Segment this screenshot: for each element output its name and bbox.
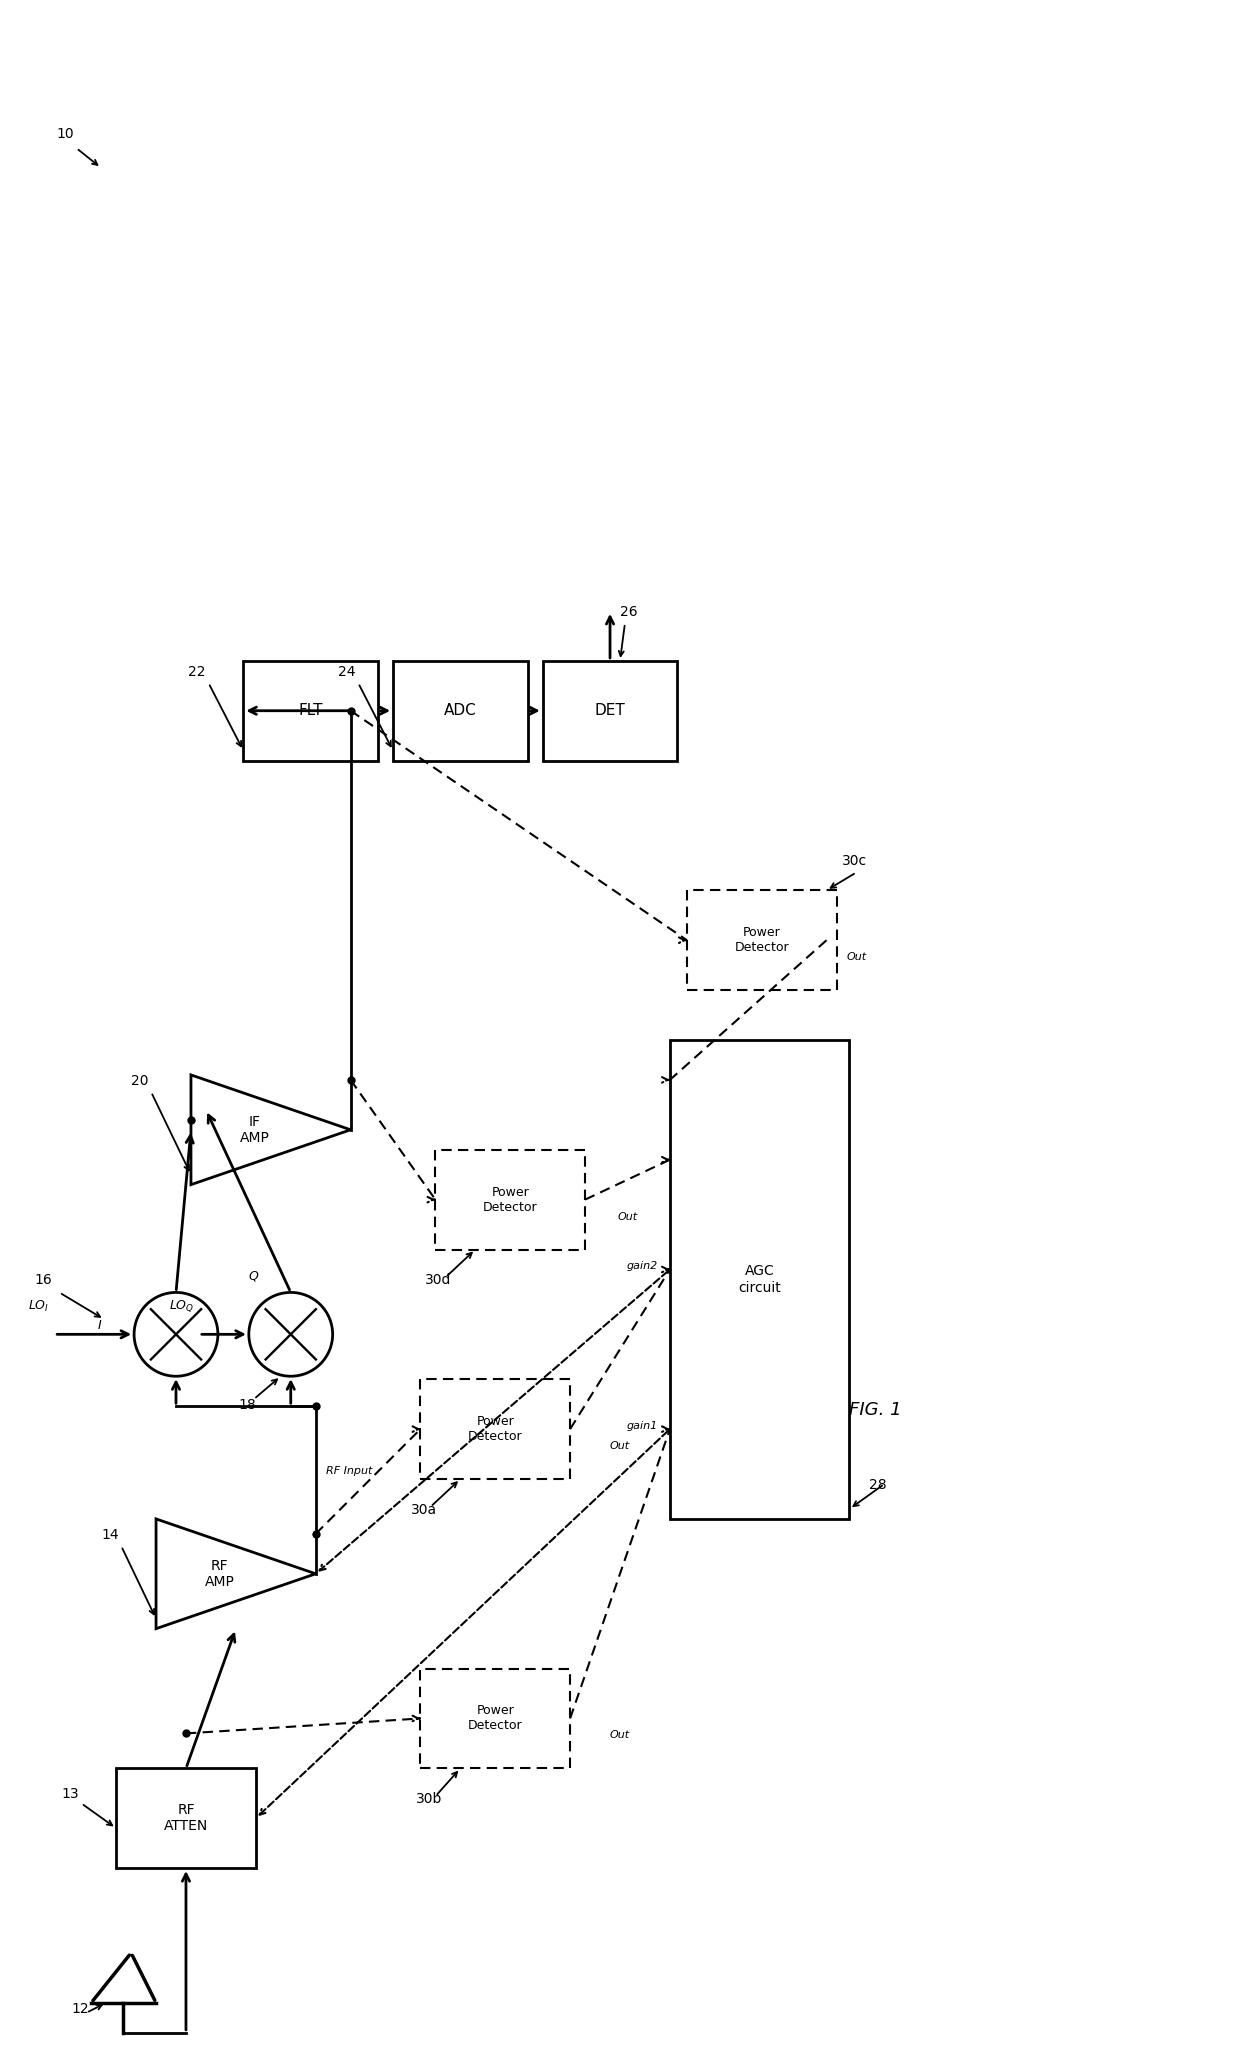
Text: 30c: 30c bbox=[842, 855, 867, 868]
Text: RF Input: RF Input bbox=[326, 1467, 372, 1475]
Text: 14: 14 bbox=[102, 1529, 119, 1541]
Text: Power
Detector: Power Detector bbox=[734, 926, 789, 954]
Text: FLT: FLT bbox=[299, 702, 322, 719]
Text: gain2: gain2 bbox=[626, 1262, 658, 1271]
Text: I: I bbox=[97, 1320, 100, 1333]
Bar bbox=[117, 1768, 255, 1868]
Text: RF
AMP: RF AMP bbox=[205, 1558, 234, 1589]
Text: gain1: gain1 bbox=[626, 1421, 658, 1432]
Text: 28: 28 bbox=[869, 1477, 887, 1492]
Text: 10: 10 bbox=[56, 126, 74, 140]
Text: 30a: 30a bbox=[410, 1502, 436, 1516]
Text: Out: Out bbox=[610, 1442, 630, 1450]
Text: $LO_I$: $LO_I$ bbox=[29, 1300, 50, 1314]
Text: 26: 26 bbox=[620, 605, 637, 620]
Text: ADC: ADC bbox=[444, 702, 476, 719]
Text: DET: DET bbox=[595, 702, 625, 719]
Text: Out: Out bbox=[618, 1211, 637, 1221]
Bar bbox=[420, 1669, 570, 1768]
Bar bbox=[420, 1380, 570, 1479]
Bar bbox=[543, 661, 677, 760]
Text: Power
Detector: Power Detector bbox=[482, 1186, 538, 1213]
Bar bbox=[393, 661, 528, 760]
Text: Power
Detector: Power Detector bbox=[467, 1415, 522, 1444]
Text: Out: Out bbox=[610, 1731, 630, 1740]
Bar bbox=[243, 661, 378, 760]
Text: FIG. 1: FIG. 1 bbox=[849, 1401, 903, 1419]
Text: 18: 18 bbox=[239, 1399, 257, 1413]
Text: 30d: 30d bbox=[425, 1273, 451, 1287]
Text: 30b: 30b bbox=[415, 1793, 441, 1806]
Bar bbox=[670, 1039, 849, 1519]
Text: 20: 20 bbox=[131, 1074, 149, 1089]
Text: Q: Q bbox=[249, 1269, 259, 1283]
Text: 24: 24 bbox=[339, 665, 356, 680]
Text: 13: 13 bbox=[61, 1787, 79, 1802]
Text: 22: 22 bbox=[188, 665, 206, 680]
Text: 16: 16 bbox=[35, 1273, 52, 1287]
Text: 12: 12 bbox=[71, 2002, 89, 2016]
Bar bbox=[687, 890, 837, 990]
Text: AGC
circuit: AGC circuit bbox=[738, 1264, 781, 1295]
Text: IF
AMP: IF AMP bbox=[239, 1116, 270, 1145]
Text: Out: Out bbox=[847, 952, 867, 963]
Text: RF
ATTEN: RF ATTEN bbox=[164, 1804, 208, 1833]
Text: $LO_Q$: $LO_Q$ bbox=[169, 1300, 193, 1314]
Bar bbox=[435, 1151, 585, 1250]
Text: Power
Detector: Power Detector bbox=[467, 1704, 522, 1733]
